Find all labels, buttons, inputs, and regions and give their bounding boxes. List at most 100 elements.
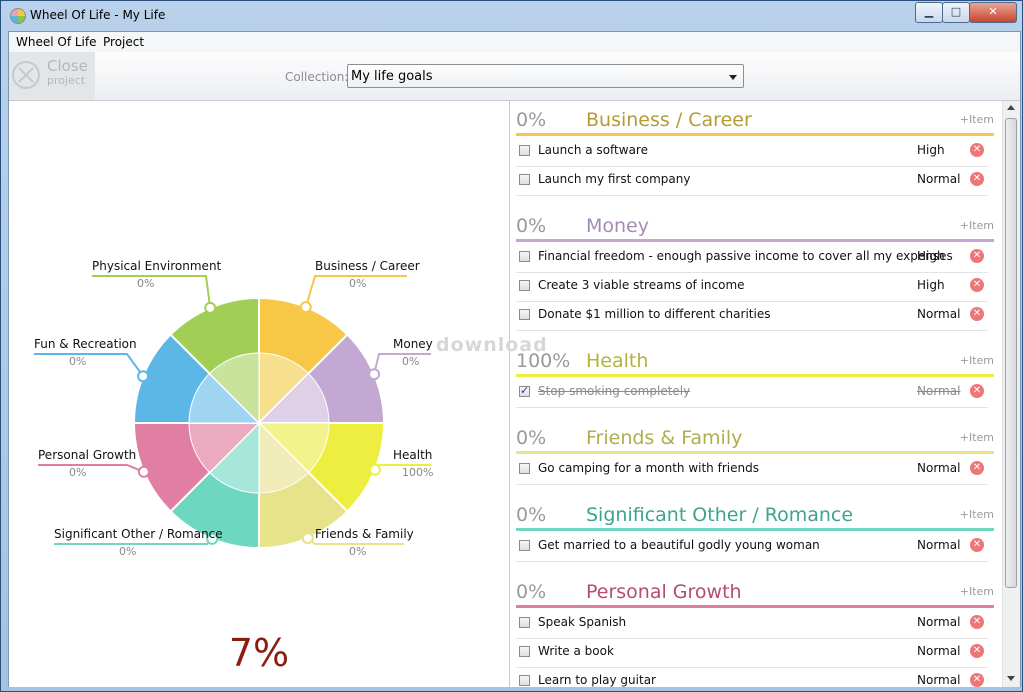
delete-icon[interactable]: ✕ <box>970 307 984 321</box>
wheel-leader-line <box>38 464 145 473</box>
scroll-up-icon[interactable] <box>1007 105 1015 110</box>
add-item-link[interactable]: +Item <box>959 354 994 367</box>
scroll-down-icon[interactable] <box>1007 676 1015 681</box>
toolbar: Close project Collection: My life goals <box>9 52 1020 101</box>
task-checkbox[interactable] <box>519 145 530 156</box>
task-checkbox[interactable] <box>519 675 530 686</box>
delete-icon[interactable]: ✕ <box>970 384 984 398</box>
task-row[interactable]: Launch my first company Normal ✕ <box>516 166 988 196</box>
delete-icon[interactable]: ✕ <box>970 249 984 263</box>
wheel-percent: 0% <box>402 355 420 368</box>
menu-wheel-of-life[interactable]: Wheel Of Life <box>16 35 97 49</box>
task-row[interactable]: Launch a software High ✕ <box>516 137 988 167</box>
close-project-sublabel: project <box>47 74 86 87</box>
task-priority[interactable]: Normal <box>917 307 961 321</box>
wheel-label: Physical Environment <box>92 259 222 273</box>
wheel-handle[interactable] <box>137 370 150 383</box>
task-priority[interactable]: Normal <box>917 172 961 186</box>
wheel-handle[interactable] <box>301 532 314 545</box>
task-text: Learn to play guitar <box>538 673 656 687</box>
task-priority[interactable]: Normal <box>917 538 961 552</box>
category-underline <box>516 374 994 377</box>
task-checkbox[interactable] <box>519 251 530 262</box>
close-window-button[interactable]: ✕ <box>969 2 1017 23</box>
delete-icon[interactable]: ✕ <box>970 461 984 475</box>
add-item-link[interactable]: +Item <box>959 431 994 444</box>
goals-pane: 0% Business / Career +Item Launch a softwar… <box>510 101 1020 687</box>
wheel-leader-line <box>34 353 144 377</box>
wheel-handle[interactable] <box>137 465 150 478</box>
task-priority[interactable]: High <box>917 249 945 263</box>
add-item-link[interactable]: +Item <box>959 113 994 126</box>
task-text: Go camping for a month with friends <box>538 461 759 475</box>
task-checkbox[interactable] <box>519 280 530 291</box>
delete-icon[interactable]: ✕ <box>970 172 984 186</box>
collection-select[interactable]: My life goals <box>347 64 744 88</box>
delete-icon[interactable]: ✕ <box>970 673 984 687</box>
task-row[interactable]: Financial freedom - enough passive incom… <box>516 243 988 273</box>
task-row[interactable]: Write a book Normal ✕ <box>516 638 988 668</box>
task-row[interactable]: Get married to a beautiful godly young w… <box>516 532 988 562</box>
wheel-label: Business / Career <box>315 259 420 273</box>
task-priority[interactable]: Normal <box>917 644 961 658</box>
minimize-button[interactable]: ▁ <box>915 2 943 23</box>
task-checkbox[interactable] <box>519 309 530 320</box>
wheel-label: Health <box>393 448 433 462</box>
category-percent: 0% <box>516 581 547 603</box>
task-text: Create 3 viable streams of income <box>538 278 745 292</box>
task-text: Financial freedom - enough passive incom… <box>538 249 953 263</box>
delete-icon[interactable]: ✕ <box>970 615 984 629</box>
add-item-link[interactable]: +Item <box>959 585 994 598</box>
task-priority[interactable]: High <box>917 143 945 157</box>
task-row[interactable]: Speak Spanish Normal ✕ <box>516 609 988 639</box>
task-checkbox[interactable] <box>519 384 530 397</box>
collection-value: My life goals <box>351 69 433 84</box>
task-priority[interactable]: Normal <box>917 615 961 629</box>
task-text: Speak Spanish <box>538 615 627 629</box>
category-title: Health <box>586 350 649 372</box>
task-priority[interactable]: Normal <box>917 461 961 475</box>
task-row[interactable]: Learn to play guitar Normal ✕ <box>516 667 988 687</box>
scroll-thumb[interactable] <box>1005 118 1017 588</box>
menu-project[interactable]: Project <box>103 35 145 49</box>
wheel-handle[interactable] <box>368 368 381 381</box>
add-item-link[interactable]: +Item <box>959 508 994 521</box>
wheel-chart <box>34 275 431 550</box>
task-checkbox[interactable] <box>519 174 530 185</box>
task-row[interactable]: Create 3 viable streams of income High ✕ <box>516 272 988 302</box>
task-row[interactable]: Go camping for a month with friends Norma… <box>516 455 988 485</box>
task-row[interactable]: Donate $1 million to different charities… <box>516 301 988 331</box>
task-priority[interactable]: Normal <box>917 673 961 687</box>
category-percent: 0% <box>516 504 547 526</box>
category-title: Friends & Family <box>586 427 743 449</box>
vertical-scrollbar[interactable] <box>1002 101 1020 687</box>
wheel-label: Money <box>393 337 433 351</box>
task-priority[interactable]: Normal <box>917 384 961 398</box>
wheel-handle[interactable] <box>206 532 219 545</box>
task-checkbox[interactable] <box>519 646 530 657</box>
wheel-percent: 0% <box>137 277 155 290</box>
watermark-logo: download <box>436 334 548 356</box>
delete-icon[interactable]: ✕ <box>970 278 984 292</box>
pane-divider[interactable] <box>509 101 510 687</box>
task-checkbox[interactable] <box>519 463 530 474</box>
delete-icon[interactable]: ✕ <box>970 143 984 157</box>
wheel-handle[interactable] <box>368 463 381 476</box>
category-title: Business / Career <box>586 109 752 131</box>
wheel-handle[interactable] <box>299 301 312 314</box>
delete-icon[interactable]: ✕ <box>970 538 984 552</box>
wheel-percent: 0% <box>349 277 367 290</box>
wheel-app-icon <box>10 8 26 24</box>
close-project-button[interactable]: Close project <box>9 52 95 100</box>
category-percent: 0% <box>516 215 547 237</box>
task-priority[interactable]: High <box>917 278 945 292</box>
delete-icon[interactable]: ✕ <box>970 644 984 658</box>
overall-percent: 7% <box>228 631 290 675</box>
maximize-button[interactable]: □ <box>942 2 970 23</box>
wheel-handle[interactable] <box>204 301 217 314</box>
title-bar[interactable]: Wheel Of Life - My Life ▁ □ ✕ <box>1 1 1022 31</box>
task-row[interactable]: Stop smoking completely Normal ✕ <box>516 378 988 408</box>
task-checkbox[interactable] <box>519 617 530 628</box>
add-item-link[interactable]: +Item <box>959 219 994 232</box>
task-checkbox[interactable] <box>519 540 530 551</box>
